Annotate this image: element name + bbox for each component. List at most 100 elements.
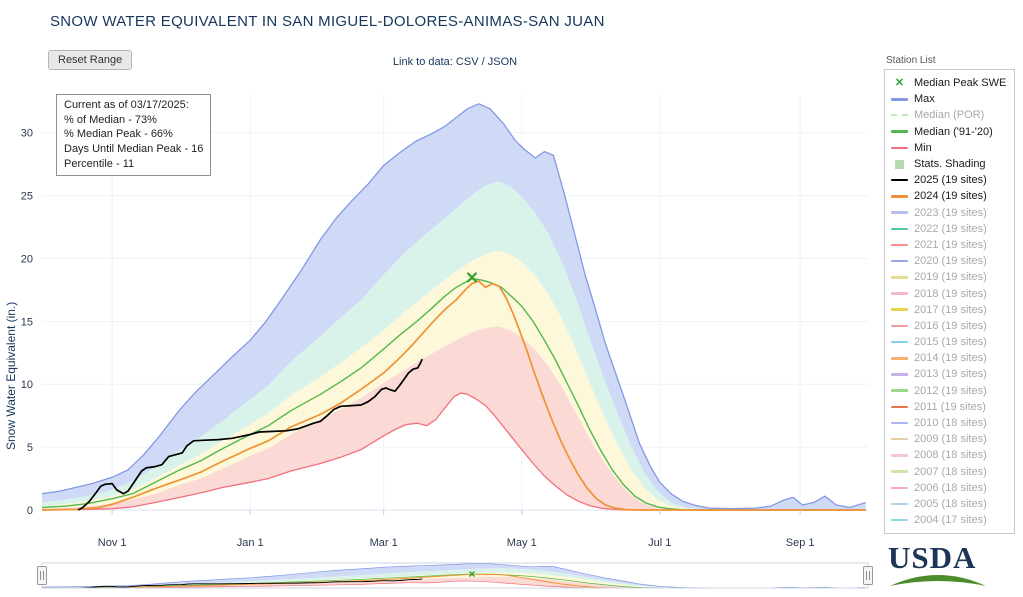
json-link[interactable]: JSON bbox=[487, 56, 518, 68]
x-tick-label: Mar 1 bbox=[370, 537, 398, 549]
navigator-handle-right[interactable] bbox=[863, 566, 873, 585]
2015-swatch-icon bbox=[891, 340, 908, 344]
2010-swatch-icon bbox=[891, 421, 908, 425]
x-tick-label: Sep 1 bbox=[786, 537, 815, 549]
series-min bbox=[41, 392, 866, 511]
legend-item-label: 2023 (19 sites) bbox=[914, 206, 987, 219]
legend-item-label: 2015 (19 sites) bbox=[914, 336, 987, 349]
legend-item-label: Max bbox=[914, 93, 935, 106]
band-min-p30 bbox=[42, 576, 866, 588]
2021-swatch-icon bbox=[891, 243, 908, 247]
legend-item-label: Median Peak SWE bbox=[914, 77, 1007, 90]
series-y2025 bbox=[77, 358, 423, 511]
legend-item-2019[interactable]: 2019 (19 sites) bbox=[891, 269, 1008, 285]
navigator-handle-left[interactable] bbox=[37, 566, 47, 585]
legend-item-label: 2024 (19 sites) bbox=[914, 190, 987, 203]
link-prefix: Link to data: bbox=[392, 56, 453, 68]
median-91-20-swatch-icon bbox=[891, 130, 908, 133]
legend-item-label: 2017 (19 sites) bbox=[914, 303, 987, 316]
legend-item-label: 2018 (19 sites) bbox=[914, 287, 987, 300]
y-tick-label: 0 bbox=[27, 505, 33, 517]
legend-item-2017[interactable]: 2017 (19 sites) bbox=[891, 302, 1008, 318]
legend-item-2022[interactable]: 2022 (19 sites) bbox=[891, 221, 1008, 237]
legend-item-label: 2025 (19 sites) bbox=[914, 174, 987, 187]
legend-item-2008[interactable]: 2008 (18 sites) bbox=[891, 447, 1008, 463]
link-to-data: Link to data: CSV / JSON bbox=[393, 56, 517, 68]
legend-item-2007[interactable]: 2007 (18 sites) bbox=[891, 464, 1008, 480]
legend-item-2023[interactable]: 2023 (19 sites) bbox=[891, 205, 1008, 221]
csv-link[interactable]: CSV bbox=[455, 56, 479, 68]
legend-item-label: 2020 (19 sites) bbox=[914, 255, 987, 268]
2024-swatch-icon bbox=[891, 195, 908, 198]
median-por-swatch-icon bbox=[891, 114, 908, 117]
median-peak-marker bbox=[468, 570, 475, 577]
series-y2025 bbox=[78, 578, 423, 589]
legend-item-2010[interactable]: 2010 (18 sites) bbox=[891, 415, 1008, 431]
band-p30-p70 bbox=[42, 250, 866, 510]
legend-item-label: 2006 (18 sites) bbox=[914, 481, 987, 494]
legend-item-median-por[interactable]: Median (POR) bbox=[891, 107, 1008, 123]
x-tick-label: Nov 1 bbox=[98, 537, 127, 549]
legend-item-2012[interactable]: 2012 (19 sites) bbox=[891, 383, 1008, 399]
legend-item-label: 2004 (17 sites) bbox=[914, 514, 987, 527]
2005-swatch-icon bbox=[891, 502, 908, 506]
legend-item-min[interactable]: Min bbox=[891, 140, 1008, 156]
legend-item-label: 2019 (19 sites) bbox=[914, 271, 987, 284]
main-chart[interactable]: 0 5 10 15 20 25 30 Nov 1 Jan 1 Mar 1 May 1 Jul 1 Sep… bbox=[0, 70, 880, 570]
legend-item-median-91-20[interactable]: Median ('91-'20) bbox=[891, 124, 1008, 140]
band-min-p30 bbox=[42, 326, 866, 510]
legend: ✕ Median Peak SWE Max Median (POR) Median ('… bbox=[884, 69, 1015, 535]
legend-item-2024[interactable]: 2024 (19 sites) bbox=[891, 188, 1008, 204]
legend-item-stats-shading[interactable]: Stats. Shading bbox=[891, 156, 1008, 172]
legend-item-2016[interactable]: 2016 (19 sites) bbox=[891, 318, 1008, 334]
legend-item-2018[interactable]: 2018 (19 sites) bbox=[891, 285, 1008, 301]
2014-swatch-icon bbox=[891, 357, 908, 360]
2023-swatch-icon bbox=[891, 211, 908, 214]
link-separator: / bbox=[481, 56, 485, 68]
annotation-line: % of Median - 73% bbox=[64, 113, 157, 126]
legend-item-max[interactable]: Max bbox=[891, 91, 1008, 107]
legend-item-2005[interactable]: 2005 (18 sites) bbox=[891, 496, 1008, 512]
usda-logo-text: USDA bbox=[888, 540, 977, 575]
median-peak-swe-swatch-icon: ✕ bbox=[894, 76, 905, 89]
legend-item-label: Min bbox=[914, 141, 932, 154]
series-y2024 bbox=[41, 280, 866, 511]
usda-logo: USDA bbox=[888, 542, 1016, 594]
y-tick-label: 10 bbox=[21, 379, 33, 391]
y-tick-label: 15 bbox=[21, 316, 33, 328]
annotation-line: % Median Peak - 66% bbox=[64, 128, 173, 141]
legend-item-label: 2010 (18 sites) bbox=[914, 417, 987, 430]
legend-item-2021[interactable]: 2021 (19 sites) bbox=[891, 237, 1008, 253]
reset-range-button[interactable]: Reset Range bbox=[48, 50, 133, 70]
2025-swatch-icon bbox=[891, 178, 908, 182]
legend-item-label: 2008 (18 sites) bbox=[914, 449, 987, 462]
legend-item-2011[interactable]: 2011 (19 sites) bbox=[891, 399, 1008, 415]
series-y2024 bbox=[42, 573, 866, 589]
2018-swatch-icon bbox=[891, 292, 908, 295]
navigator[interactable] bbox=[0, 558, 880, 594]
legend-item-2013[interactable]: 2013 (19 sites) bbox=[891, 366, 1008, 382]
legend-item-label: 2021 (19 sites) bbox=[914, 238, 987, 251]
y-tick-label: 5 bbox=[27, 442, 33, 454]
station-list-label: Station List bbox=[886, 55, 936, 66]
2020-swatch-icon bbox=[891, 259, 908, 263]
2009-swatch-icon bbox=[891, 437, 908, 441]
legend-item-2020[interactable]: 2020 (19 sites) bbox=[891, 253, 1008, 269]
series-min bbox=[42, 580, 866, 589]
band-p70-p90 bbox=[42, 181, 866, 511]
2022-swatch-icon bbox=[891, 227, 908, 231]
legend-item-2009[interactable]: 2009 (18 sites) bbox=[891, 431, 1008, 447]
legend-item-2014[interactable]: 2014 (19 sites) bbox=[891, 350, 1008, 366]
current-status-annotation: Current as of 03/17/2025: % of Median - … bbox=[56, 94, 212, 177]
legend-item-2015[interactable]: 2015 (19 sites) bbox=[891, 334, 1008, 350]
legend-item-label: Median (POR) bbox=[914, 109, 985, 122]
stats-shading-swatch-icon bbox=[895, 159, 904, 169]
page-title: SNOW WATER EQUIVALENT IN SAN MIGUEL-DOLO… bbox=[50, 13, 605, 30]
2011-swatch-icon bbox=[891, 405, 908, 409]
legend-item-median-peak-swe[interactable]: ✕ Median Peak SWE bbox=[891, 75, 1008, 91]
y-tick-label: 30 bbox=[21, 128, 33, 140]
2013-swatch-icon bbox=[891, 373, 908, 376]
legend-item-2004[interactable]: 2004 (17 sites) bbox=[891, 512, 1008, 528]
legend-item-2006[interactable]: 2006 (18 sites) bbox=[891, 480, 1008, 496]
legend-item-2025[interactable]: 2025 (19 sites) bbox=[891, 172, 1008, 188]
